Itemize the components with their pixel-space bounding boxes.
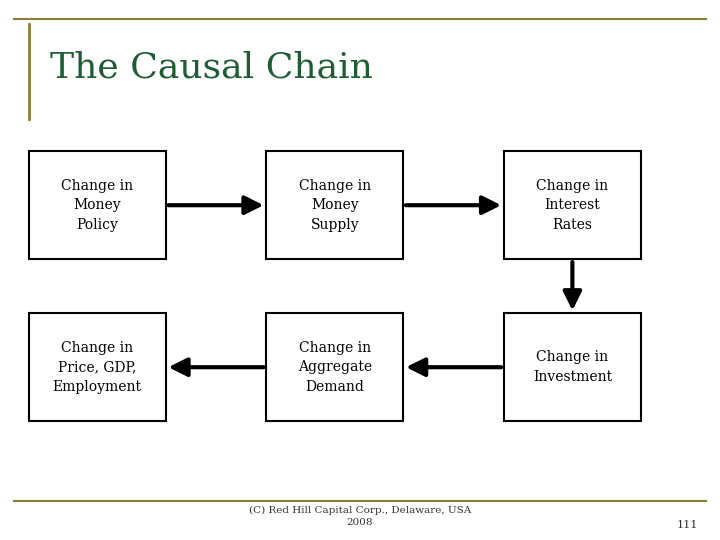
- Text: Change in
Money
Supply: Change in Money Supply: [299, 179, 371, 232]
- FancyBboxPatch shape: [504, 313, 641, 421]
- FancyBboxPatch shape: [29, 151, 166, 259]
- FancyBboxPatch shape: [266, 151, 403, 259]
- Text: Change in
Investment: Change in Investment: [533, 350, 612, 384]
- Text: Change in
Money
Policy: Change in Money Policy: [61, 179, 133, 232]
- Text: 111: 111: [677, 520, 698, 530]
- Text: Change in
Interest
Rates: Change in Interest Rates: [536, 179, 608, 232]
- FancyBboxPatch shape: [266, 313, 403, 421]
- Text: Change in
Price, GDP,
Employment: Change in Price, GDP, Employment: [53, 341, 142, 394]
- Text: Change in
Aggregate
Demand: Change in Aggregate Demand: [298, 341, 372, 394]
- Text: The Causal Chain: The Causal Chain: [50, 51, 373, 84]
- Text: (C) Red Hill Capital Corp., Delaware, USA
2008: (C) Red Hill Capital Corp., Delaware, US…: [249, 506, 471, 526]
- FancyBboxPatch shape: [29, 313, 166, 421]
- FancyBboxPatch shape: [504, 151, 641, 259]
